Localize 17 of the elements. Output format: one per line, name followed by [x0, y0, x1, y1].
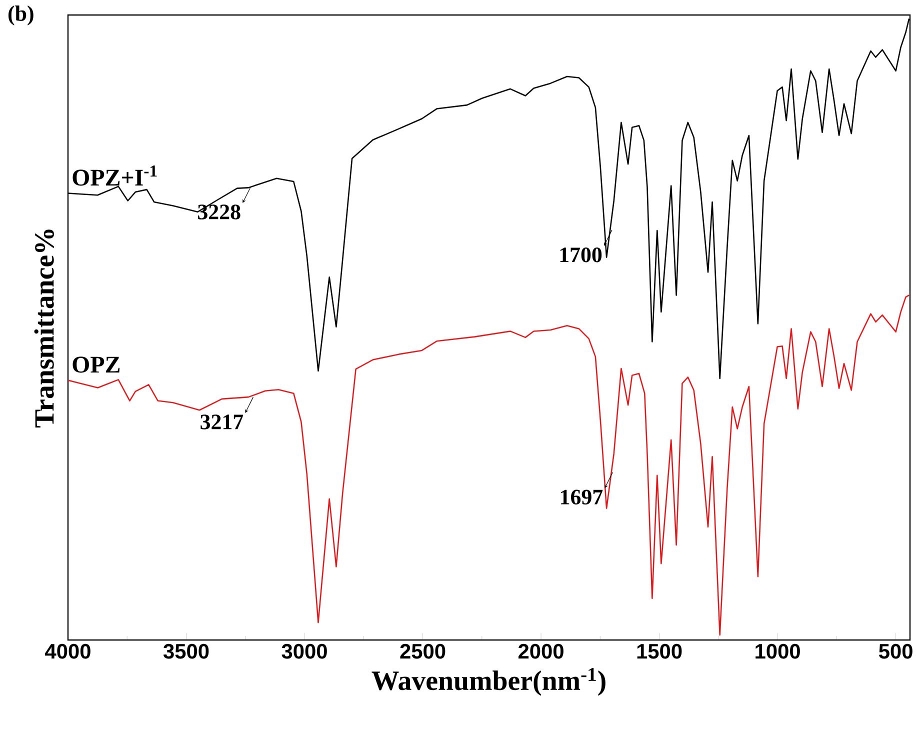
- x-tick-label: 1000: [756, 644, 800, 659]
- x-tick-label: 3000: [282, 644, 327, 659]
- series-label: OPZ: [72, 356, 120, 373]
- annotation: 1700: [560, 247, 602, 262]
- annotation: 3228: [198, 204, 240, 220]
- annotation: 3217: [200, 414, 244, 430]
- x-tick-label: 2000: [518, 644, 564, 659]
- x-tick-label: 1500: [637, 644, 682, 659]
- x-tick-label: 2500: [400, 644, 446, 659]
- x-tick-label: 3500: [163, 644, 209, 659]
- x-axis-title: Wavenumber(nm$^{-1}$): [372, 668, 606, 696]
- x-tick-label: 500: [878, 644, 912, 659]
- chart-title: (b): [8, 6, 34, 26]
- x-tick-label: 4000: [45, 644, 90, 659]
- annotation: 1697: [561, 490, 603, 505]
- series-label: OPZ+I$^{-1}$: [72, 165, 157, 186]
- y-axis-title: Transmittance%: [34, 230, 54, 428]
